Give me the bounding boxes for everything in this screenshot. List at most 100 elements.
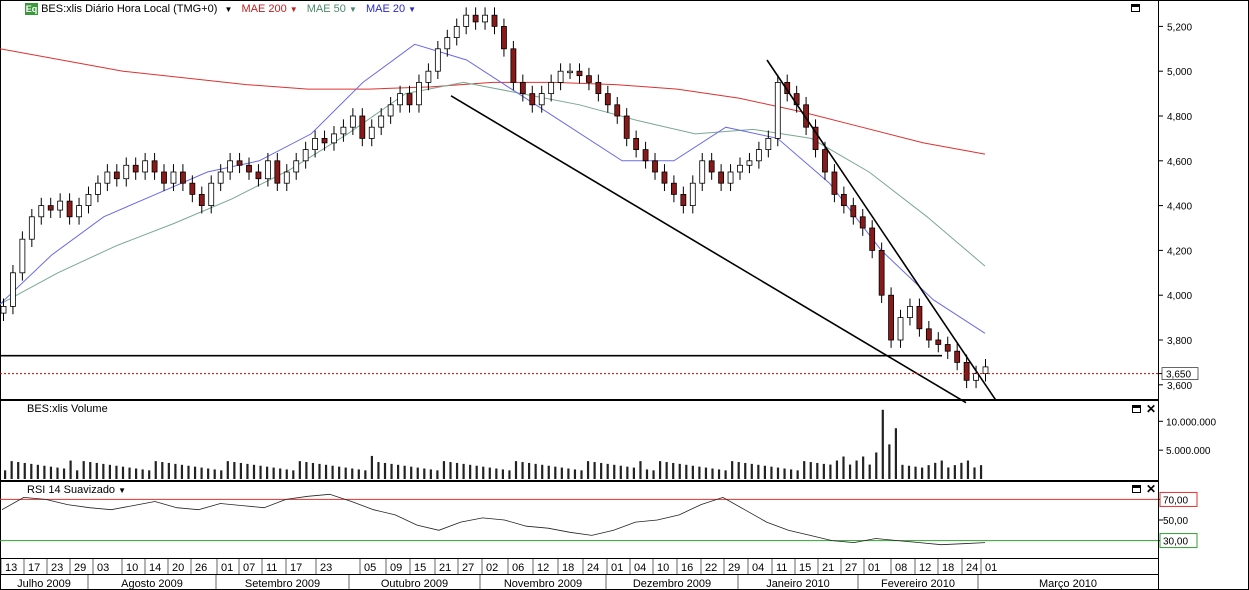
volume-bar <box>331 465 334 479</box>
volume-bar <box>272 467 275 479</box>
candle-body <box>132 164 139 173</box>
volume-bar <box>888 444 891 479</box>
date-label: 09 <box>390 562 402 574</box>
volume-bar <box>848 464 852 479</box>
volume-bar <box>790 469 793 479</box>
close-rsi-panel-icon[interactable]: ✕ <box>1146 482 1157 496</box>
candle-body <box>907 305 913 318</box>
app-logo: Eq <box>25 3 38 16</box>
volume-bar <box>252 464 256 479</box>
maximize-price-panel-icon[interactable] <box>1131 4 1140 12</box>
price-tick-label: 4,000 <box>1167 291 1192 302</box>
volume-bar <box>685 464 688 479</box>
volume-bar <box>344 467 347 479</box>
volume-bar <box>514 461 518 479</box>
volume-bar <box>763 465 766 479</box>
volume-bar <box>731 461 734 479</box>
volume-bar <box>89 462 92 479</box>
volume-bar <box>292 470 295 479</box>
date-label: 12 <box>919 562 931 574</box>
volume-bar <box>429 469 432 479</box>
price-axis: 5,200 5,000 4,800 4,600 4,400 4,200 4,000 3,800… <box>1158 22 1199 392</box>
volume-bar <box>285 469 288 479</box>
dropdown-arrow-icon[interactable]: ▼ <box>224 5 233 14</box>
candle-body <box>302 149 309 162</box>
volume-bar <box>148 470 151 479</box>
candle-body <box>66 200 73 218</box>
date-label: 03 <box>97 562 109 574</box>
volume-bar <box>351 468 354 479</box>
candle-body <box>151 160 158 173</box>
volume-bar <box>907 465 911 479</box>
volume-bar <box>940 460 943 479</box>
candle-body <box>623 115 630 139</box>
volume-bar <box>17 462 20 479</box>
candle-body <box>416 82 422 106</box>
date-label: 04 <box>634 562 646 574</box>
volume-bar <box>338 466 341 479</box>
volume-bar <box>56 467 59 479</box>
candle-body <box>822 149 828 173</box>
candle-body <box>349 115 356 128</box>
volume-bar <box>174 463 177 479</box>
volume-bar <box>901 464 904 479</box>
candle-body <box>897 317 904 341</box>
month-label: Março 2010 <box>1039 578 1097 590</box>
rsi-level-box <box>1159 491 1198 507</box>
volume-bar <box>528 462 531 479</box>
candle-body <box>170 171 177 184</box>
volume-bar <box>724 470 727 479</box>
date-label: 01 <box>985 562 997 574</box>
rsi-line <box>1 493 986 546</box>
rsi-tick-label: 30,00 <box>1163 537 1188 548</box>
volume-bar <box>822 463 825 479</box>
volume-bar <box>239 462 242 479</box>
candle-body <box>10 272 16 307</box>
volume-bar <box>318 463 321 479</box>
date-label: 13 <box>5 562 17 574</box>
volume-bar <box>750 463 753 479</box>
candle-body <box>642 149 649 162</box>
date-label: 11 <box>776 562 787 574</box>
maximize-volume-panel-icon[interactable] <box>1132 405 1141 413</box>
month-label: Outubro 2009 <box>381 578 448 590</box>
volume-bar <box>266 466 269 479</box>
volume-bar <box>482 466 485 479</box>
volume-bar <box>875 452 878 479</box>
candle-body <box>614 104 621 117</box>
date-label: 27 <box>462 562 474 574</box>
volume-bar <box>364 470 367 479</box>
ma200-line-group <box>0 48 986 155</box>
candle-body <box>954 350 961 363</box>
date-label: 01 <box>611 562 623 574</box>
volume-bar <box>390 463 393 479</box>
volume-bar <box>894 428 897 479</box>
price-tick-label: 5,200 <box>1167 22 1192 33</box>
rsi-legend: RSI 14 Suavizado ▼ <box>27 484 126 496</box>
volume-bar <box>626 466 629 479</box>
ma50-dropdown-icon[interactable]: ▼ <box>348 5 357 14</box>
volume-bar <box>652 470 655 479</box>
close-volume-panel-icon[interactable]: ✕ <box>1146 402 1157 416</box>
volume-bar <box>508 470 511 479</box>
volume-bar <box>43 465 46 479</box>
candle-body <box>840 193 847 206</box>
maximize-rsi-panel-icon[interactable] <box>1132 485 1141 493</box>
volume-bar <box>586 461 590 479</box>
candle-body <box>113 171 120 180</box>
volume-bar <box>324 464 328 479</box>
ma200-legend: MAE 200 <box>241 3 287 15</box>
volume-bar <box>966 460 970 479</box>
volume-bar <box>121 466 125 479</box>
volume-bar <box>469 464 472 479</box>
volume-bar <box>62 468 66 479</box>
rsi-dropdown-icon[interactable]: ▼ <box>118 486 127 495</box>
month-label: Agosto 2009 <box>121 578 183 590</box>
ma200-dropdown-icon[interactable]: ▼ <box>289 5 298 14</box>
volume-bar <box>573 469 577 479</box>
ma20-dropdown-icon[interactable]: ▼ <box>408 5 417 14</box>
volume-bar <box>606 463 609 479</box>
volume-bar <box>776 467 780 479</box>
date-label: 06 <box>512 562 524 574</box>
price-tick-label: 3,650 <box>1166 370 1191 381</box>
